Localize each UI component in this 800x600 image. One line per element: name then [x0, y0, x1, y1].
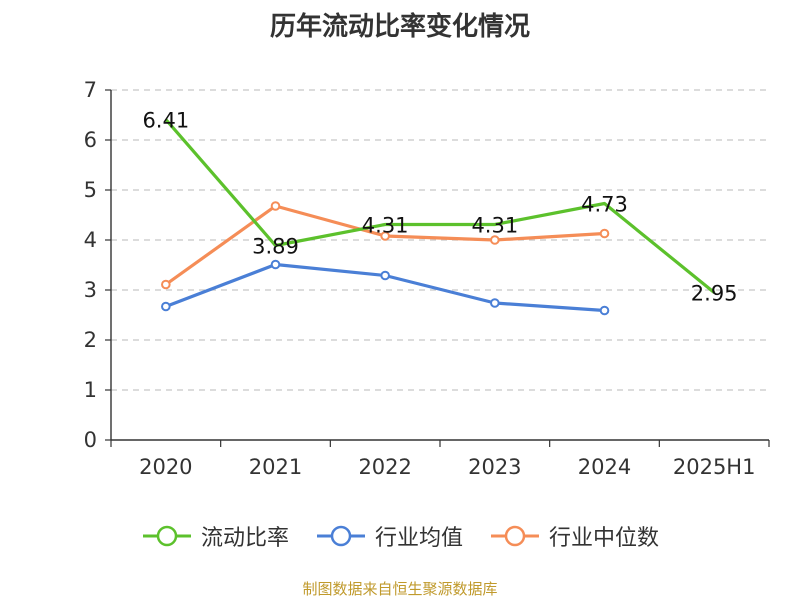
y-tick-label: 7 — [84, 78, 97, 102]
data-point — [270, 259, 281, 270]
data-point — [380, 270, 390, 281]
data-label: 6.41 — [142, 109, 189, 133]
x-tick-label: 2022 — [358, 455, 411, 479]
legend-swatch — [491, 525, 539, 547]
legend-item[interactable]: 行业中位数 — [489, 520, 659, 552]
y-tick-label: 1 — [84, 378, 97, 402]
legend-swatch — [316, 525, 365, 547]
y-tick-label: 0 — [84, 428, 97, 452]
grid-lines — [111, 89, 769, 391]
series-line — [164, 118, 716, 294]
legend: 流动比率 行业均值 行业中位数 — [0, 520, 800, 552]
legend-item[interactable]: 流动比率 — [141, 520, 289, 552]
data-point — [161, 279, 171, 290]
y-tick-label: 4 — [84, 228, 97, 252]
y-tick-label: 5 — [84, 178, 97, 202]
chart-title: 历年流动比率变化情况 — [269, 12, 530, 42]
y-tick-label: 2 — [84, 328, 97, 352]
data-point — [490, 298, 500, 308]
data-label: 3.89 — [252, 235, 299, 259]
x-tick-label: 2025H1 — [673, 455, 756, 479]
data-labels: 6.41 3.89 4.31 4.31 4.73 2.95 — [142, 109, 737, 306]
legend-label: 行业均值 — [374, 526, 463, 551]
data-point — [599, 228, 610, 239]
legend-label: 流动比率 — [200, 526, 289, 551]
x-tick-label: 2020 — [139, 455, 192, 479]
data-label: 4.31 — [362, 214, 409, 238]
data-point — [380, 231, 390, 241]
data-point — [161, 301, 171, 312]
x-tick-label: 2021 — [249, 455, 302, 479]
data-label: 4.31 — [471, 214, 518, 238]
axes: 0 1 2 3 4 5 6 7 2020 2021 2022 2023 2024 2025H1 — [84, 78, 770, 479]
data-point — [490, 235, 500, 245]
source-note: 制图数据来自恒生聚源数据库 — [302, 580, 498, 598]
x-tick-label: 2023 — [468, 455, 521, 479]
data-point — [599, 305, 610, 316]
data-point — [270, 201, 281, 211]
series-lines — [161, 118, 716, 316]
x-tick-label: 2024 — [578, 455, 631, 479]
legend-swatch — [142, 525, 191, 547]
y-tick-label: 3 — [84, 278, 97, 302]
data-label: 2.95 — [691, 282, 738, 306]
legend-label: 行业中位数 — [549, 526, 660, 551]
y-tick-label: 6 — [84, 128, 97, 152]
data-label: 4.73 — [581, 193, 628, 217]
legend-item[interactable]: 行业均值 — [315, 520, 463, 552]
